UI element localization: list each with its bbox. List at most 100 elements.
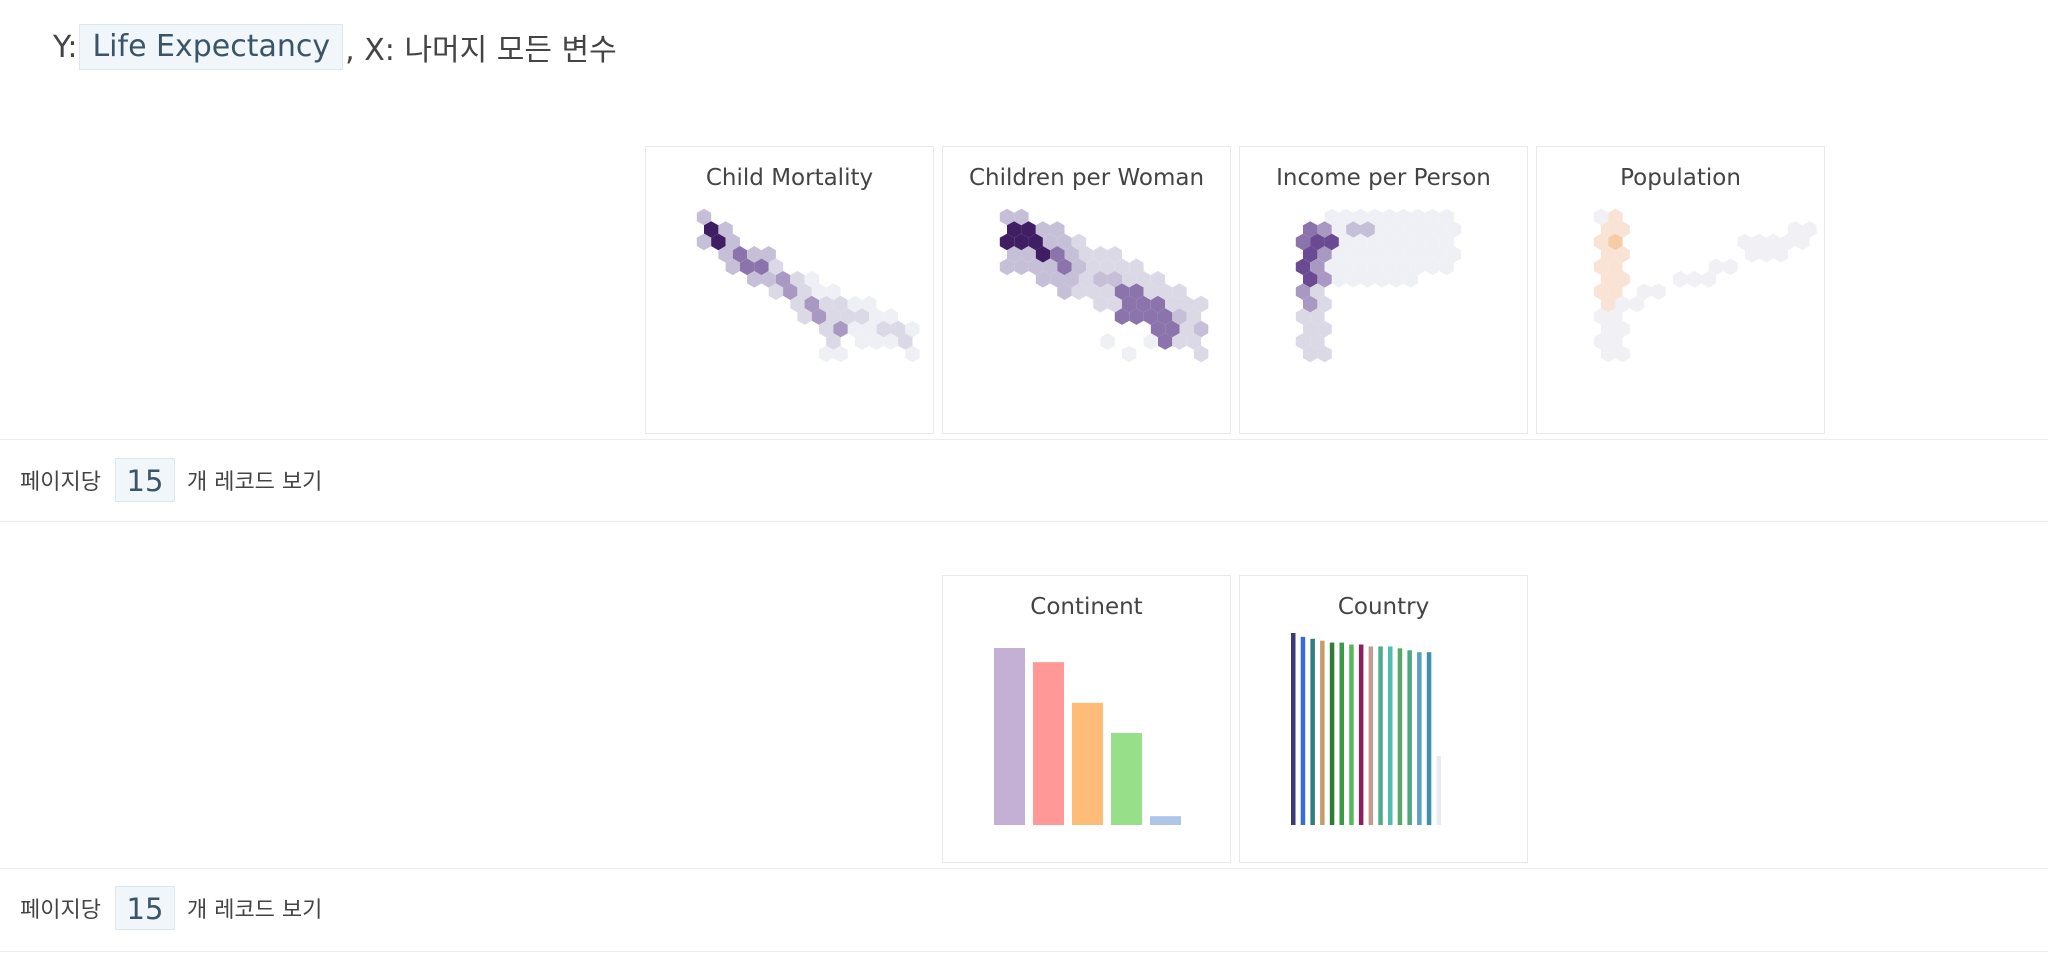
- hexbin-cell: [1629, 295, 1645, 313]
- hexbin-cell: [905, 345, 920, 363]
- hexbin-cell: [854, 333, 870, 350]
- hexbin-cell: [1601, 295, 1616, 313]
- hexbin-cell: [1303, 295, 1318, 313]
- hexbin-cell: [1014, 258, 1029, 276]
- hexbin-cell: [1114, 258, 1130, 276]
- hexbin-cell: [1179, 320, 1194, 338]
- hexbin-plot: [999, 208, 1209, 363]
- hexbin-cell: [1615, 320, 1630, 338]
- hexbin-cell: [1331, 221, 1347, 238]
- hexbin-cell: [1382, 258, 1397, 276]
- hexbin-cell: [1122, 295, 1137, 313]
- divider: [0, 868, 2048, 869]
- bar-10: [1378, 646, 1383, 825]
- hexbin-cell: [1708, 258, 1724, 276]
- hexbin-cell: [1403, 221, 1418, 238]
- hexbin-cell: [1651, 283, 1666, 300]
- hexbin-cell: [1446, 221, 1462, 238]
- hexbin-cell: [1150, 320, 1166, 338]
- hexbin-cell: [711, 233, 726, 251]
- hexbin-cell: [747, 246, 762, 263]
- hexbin-cell: [1143, 333, 1158, 350]
- hexbin-cell: [768, 283, 784, 300]
- hexbin-cell: [1410, 208, 1426, 226]
- hexbin-cell: [1157, 283, 1173, 300]
- page-size-input[interactable]: 15: [114, 886, 175, 930]
- hexbin-cell: [1446, 246, 1462, 263]
- bar-4: [1111, 732, 1142, 825]
- hexbin-cell: [1295, 333, 1311, 350]
- hexbin-cell: [732, 246, 748, 263]
- hexbin-cell: [1593, 258, 1609, 276]
- hexbin-cell: [1396, 233, 1411, 251]
- hexbin-cell: [811, 308, 827, 325]
- hexbin-cell: [1737, 233, 1752, 251]
- bar-1: [994, 648, 1025, 825]
- hexbin-cell: [1028, 258, 1043, 276]
- hexbin-cell: [1114, 308, 1130, 325]
- hexbin-cell: [1310, 283, 1325, 300]
- hexbin-cell: [1186, 308, 1202, 325]
- bar-4: [1320, 640, 1325, 825]
- y-field-pill[interactable]: Life Expectancy: [79, 24, 344, 70]
- hexbin-cell: [826, 283, 841, 300]
- hexbin-cell: [1157, 308, 1173, 325]
- hexbin-cell: [1086, 283, 1101, 300]
- hexbin-cell: [1107, 295, 1122, 313]
- hexbin-cell: [1367, 258, 1383, 276]
- bar-12: [1397, 648, 1403, 825]
- hexbin-cell: [826, 333, 841, 350]
- hexbin-card-children-per-woman[interactable]: Children per Woman: [942, 146, 1231, 434]
- hexbin-card-income-per-person[interactable]: Income per Person: [1239, 146, 1528, 434]
- panel-title: Country: [1337, 594, 1430, 620]
- hexbin-cell: [854, 308, 870, 325]
- hexbin-cell: [1136, 295, 1151, 313]
- bar-7: [1349, 644, 1354, 825]
- hexbin-cell: [1324, 258, 1339, 276]
- hexbin-cell: [1425, 208, 1440, 226]
- hexbin-cell: [1057, 283, 1072, 300]
- hexbin-cell: [1601, 221, 1616, 238]
- hexbin-cell: [1078, 271, 1094, 288]
- hexbin-cell: [1107, 246, 1122, 263]
- hexbin-cell: [1021, 246, 1036, 263]
- hexbin-cell: [1035, 271, 1051, 288]
- hexbin-cell: [747, 271, 762, 288]
- bar-13: [1407, 650, 1412, 825]
- hexbin-cell: [1608, 308, 1623, 325]
- hexbin-cell: [1601, 271, 1616, 288]
- hexbin-cell: [862, 295, 877, 313]
- hexbin-cell: [1035, 221, 1051, 238]
- hexbin-cell: [1057, 258, 1072, 276]
- hexbin-cell: [1172, 283, 1187, 300]
- hexbin-cell: [1193, 320, 1209, 338]
- hexbin-cell: [1136, 271, 1151, 288]
- hexbin-cell: [819, 320, 834, 338]
- hexbin-cell: [1374, 221, 1390, 238]
- hexbin-cell: [1787, 221, 1803, 238]
- hexbin-card-population[interactable]: Population: [1536, 146, 1825, 434]
- hexbin-cell: [847, 320, 863, 338]
- bar-card-continent[interactable]: Continent: [942, 575, 1231, 863]
- hexbin-cell: [1050, 271, 1065, 288]
- hexbin-cell: [1071, 233, 1087, 251]
- hexbin-cell: [1601, 345, 1616, 363]
- hexbin-cell: [1403, 246, 1418, 263]
- bar-5: [1329, 642, 1335, 825]
- hexbin-cell: [1432, 221, 1447, 238]
- hexbin-cell: [1295, 283, 1311, 300]
- hexbin-cell: [1331, 246, 1347, 263]
- hexbin-cell: [1687, 271, 1702, 288]
- hexbin-cell: [1389, 246, 1404, 263]
- hexbin-card-child-mortality[interactable]: Child Mortality: [645, 146, 934, 434]
- hexbin-cell: [1317, 345, 1332, 363]
- hexbin-cell: [999, 233, 1015, 251]
- bar-card-country[interactable]: Country: [1239, 575, 1528, 863]
- hexbin-cell: [1050, 246, 1065, 263]
- hexbin-cell: [1338, 233, 1354, 251]
- hexbin-cell: [790, 271, 805, 288]
- page-size-input[interactable]: 15: [114, 458, 175, 502]
- hexbin-cell: [1346, 221, 1361, 238]
- hexbin-cell: [1129, 283, 1144, 300]
- bar-3: [1072, 702, 1103, 825]
